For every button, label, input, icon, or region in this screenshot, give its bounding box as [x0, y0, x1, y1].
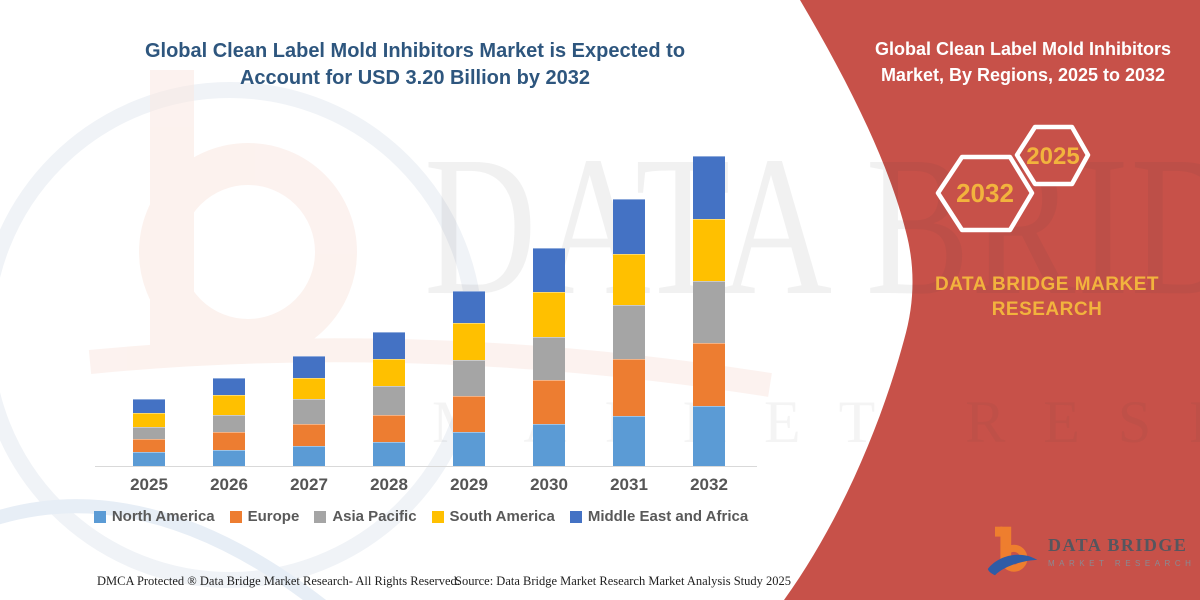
- bar-segment-2031-asia-pacific: [613, 305, 645, 360]
- legend-item-asia-pacific: Asia Pacific: [314, 508, 417, 525]
- bar-segment-2028-europe: [373, 414, 405, 442]
- bar-segment-2027-europe: [293, 424, 325, 446]
- x-axis-label-2028: 2028: [370, 475, 408, 494]
- bar-2028: [373, 332, 405, 466]
- bar-segment-2032-south-america: [693, 218, 725, 281]
- data-bridge-logo: DATA BRIDGE MARKET RESEARCH: [986, 524, 1195, 578]
- bar-2032: [693, 155, 725, 466]
- x-axis-label-2030: 2030: [530, 475, 568, 494]
- bar-2030: [533, 247, 565, 466]
- bar-segment-2032-europe: [693, 342, 725, 406]
- legend-label: Middle East and Africa: [587, 508, 749, 525]
- legend-marker-icon: [431, 510, 444, 523]
- bar-segment-2025-south-america: [133, 412, 165, 428]
- bar-segment-2027-north-america: [293, 445, 325, 466]
- logo-title: DATA BRIDGE: [1048, 534, 1188, 555]
- bar-segment-2028-north-america: [373, 441, 405, 466]
- bar-segment-2027-south-america: [293, 377, 325, 400]
- bar-segment-2031-north-america: [613, 415, 645, 466]
- bar-segment-2031-middle-east-and-africa: [613, 199, 645, 254]
- logo-b-watermark: [88, 70, 772, 397]
- bar-segment-2026-europe: [213, 432, 245, 450]
- bar-segment-2028-south-america: [373, 359, 405, 387]
- legend-marker-icon: [569, 510, 582, 523]
- legend-marker-icon: [314, 510, 327, 523]
- bar-segment-2028-asia-pacific: [373, 386, 405, 415]
- bar-segment-2029-south-america: [453, 323, 485, 361]
- bar-segment-2030-middle-east-and-africa: [533, 247, 565, 293]
- legend-marker-icon: [93, 510, 106, 523]
- bar-2031: [613, 199, 645, 466]
- bar-segment-2025-asia-pacific: [133, 427, 165, 439]
- hexagon-2025: [1014, 124, 1091, 187]
- bar-segment-2030-north-america: [533, 424, 565, 466]
- side-panel-title-line1: Global Clean Label Mold Inhibitors: [874, 39, 1171, 59]
- bar-2029: [453, 291, 485, 466]
- side-panel-title: Global Clean Label Mold Inhibitors Marke…: [862, 36, 1184, 88]
- bar-segment-2027-middle-east-and-africa: [293, 355, 325, 378]
- bar-segment-2030-asia-pacific: [533, 337, 565, 380]
- chart-title: Global Clean Label Mold Inhibitors Marke…: [85, 38, 745, 92]
- legend-label: North America: [111, 508, 215, 525]
- dmca-notice: DMCA Protected ® Data Bridge Market Rese…: [97, 574, 460, 588]
- legend-marker-icon: [229, 510, 242, 523]
- bar-segment-2029-middle-east-and-africa: [453, 291, 485, 324]
- brand-wordmark: DATA BRIDGE MARKET RESEARCH: [935, 274, 1159, 320]
- bar-segment-2025-europe: [133, 438, 165, 453]
- chart-title-line1: Global Clean Label Mold Inhibitors Marke…: [144, 40, 686, 62]
- bar-segment-2029-europe: [453, 396, 485, 433]
- stacked-bar-chart: 2025 2026 2027 2028 2029 2030 2031 2032: [95, 140, 757, 494]
- legend-item-europe: Europe: [229, 508, 300, 525]
- bar-2026: [213, 377, 245, 466]
- bar-segment-2030-europe: [533, 379, 565, 425]
- hexagon-2032-label: 2032: [956, 178, 1014, 208]
- bar-2025: [133, 399, 165, 466]
- x-axis-label-2025: 2025: [130, 475, 168, 494]
- x-axis-label-2031: 2031: [610, 475, 648, 494]
- bar-segment-2026-south-america: [213, 395, 245, 415]
- legend-item-middle-east-and-africa: Middle East and Africa: [569, 508, 749, 525]
- legend-label: Asia Pacific: [332, 508, 417, 525]
- x-axis-label-2032: 2032: [690, 475, 728, 494]
- bar-segment-2032-middle-east-and-africa: [693, 155, 725, 219]
- bar-segment-2027-asia-pacific: [293, 399, 325, 425]
- logo-b-icon: [987, 526, 1038, 576]
- year-hexagons: 2032 2025: [935, 124, 1091, 233]
- bar-segment-2029-asia-pacific: [453, 360, 485, 397]
- bar-segment-2026-middle-east-and-africa: [213, 377, 245, 396]
- bar-segment-2026-asia-pacific: [213, 414, 245, 432]
- bar-segment-2025-north-america: [133, 452, 165, 466]
- bar-segment-2030-south-america: [533, 292, 565, 338]
- legend-item-south-america: South America: [431, 508, 555, 525]
- bar-segment-2028-middle-east-and-africa: [373, 332, 405, 360]
- legend-label: Europe: [247, 508, 300, 525]
- x-axis-label-2026: 2026: [210, 475, 248, 494]
- x-axis-label-2027: 2027: [290, 475, 328, 494]
- hexagon-2025-label: 2025: [1026, 143, 1079, 170]
- legend-item-north-america: North America: [93, 508, 215, 525]
- bar-segment-2032-asia-pacific: [693, 280, 725, 343]
- swoosh-watermark: [0, 499, 326, 600]
- chart-legend: North America Europe Asia Pacific South Ame…: [85, 508, 757, 525]
- bar-segment-2029-north-america: [453, 432, 485, 466]
- bar-segment-2026-north-america: [213, 449, 245, 466]
- chart-title-line2: Account for USD 3.20 Billion by 2032: [239, 67, 591, 89]
- bar-segment-2031-south-america: [613, 253, 645, 306]
- legend-label: South America: [449, 508, 555, 525]
- bar-segment-2031-europe: [613, 359, 645, 416]
- source-note: Source: Data Bridge Market Research Mark…: [455, 574, 792, 588]
- red-side-panel: [784, 0, 1200, 600]
- bar-2027: [293, 355, 325, 466]
- logo-text: DATA BRIDGE MARKET RESEARCH: [1048, 535, 1195, 568]
- bar-segment-2032-north-america: [693, 405, 725, 466]
- x-axis-label-2029: 2029: [450, 475, 488, 494]
- side-panel-title-line2: Market, By Regions, 2025 to 2032: [880, 65, 1166, 85]
- hexagon-2032: [935, 154, 1035, 233]
- bar-segment-2025-middle-east-and-africa: [133, 399, 165, 413]
- logo-subtitle: MARKET RESEARCH: [1048, 558, 1196, 568]
